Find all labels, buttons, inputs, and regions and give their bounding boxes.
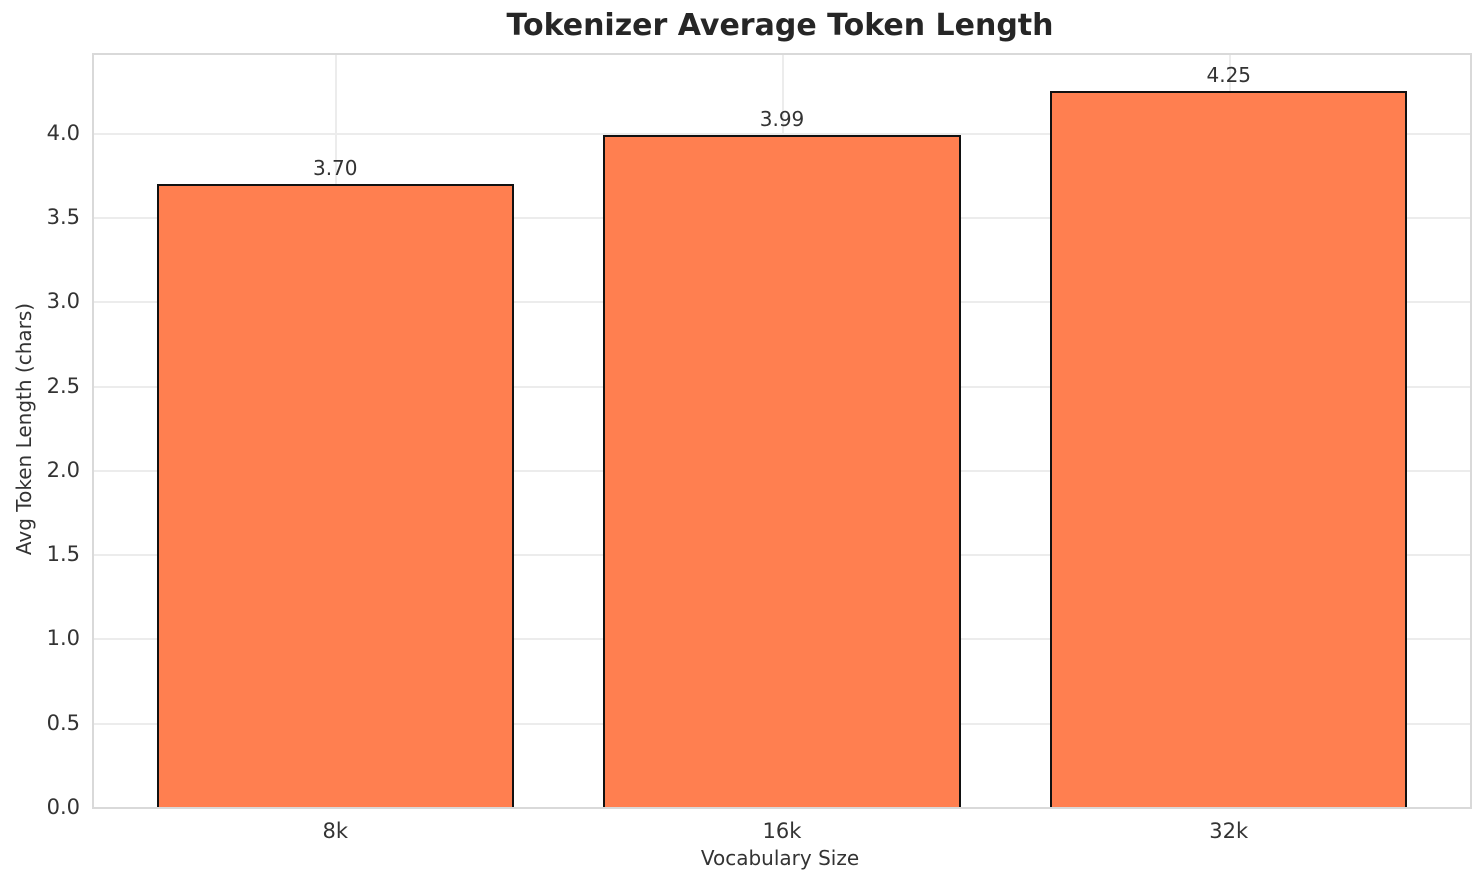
y-tick-label: 1.5 — [46, 542, 80, 567]
bar-value-label: 4.25 — [1206, 62, 1252, 87]
y-tick-label: 3.0 — [46, 289, 80, 314]
y-tick-label: 3.5 — [46, 205, 80, 230]
bar-16k — [603, 134, 961, 807]
x-tick-label: 8k — [322, 819, 348, 843]
y-axis-label: Avg Token Length (chars) — [12, 302, 36, 556]
x-tick-label: 16k — [762, 819, 802, 843]
bar-value-label: 3.99 — [759, 106, 805, 131]
bar-8k — [156, 183, 514, 807]
y-tick-label: 2.0 — [46, 457, 80, 482]
plot-area: 0.0 0.5 1.0 1.5 2.0 2.5 3.0 3.5 4.0 3.70 8k 3.99 16k… — [47, 53, 1472, 843]
x-axis-label: Vocabulary Size — [700, 846, 860, 870]
y-tick-label: 0.5 — [46, 710, 80, 735]
y-tick-label: 1.0 — [46, 626, 80, 651]
y-tick-label: 4.0 — [46, 120, 80, 145]
bar-value-label: 3.70 — [312, 155, 358, 180]
chart-title: Tokenizer Average Token Length — [506, 8, 1054, 43]
bar-32k — [1050, 90, 1408, 807]
y-tick-label: 0.0 — [46, 795, 80, 819]
x-tick-label: 32k — [1209, 819, 1249, 843]
y-tick-label: 2.5 — [46, 373, 80, 398]
